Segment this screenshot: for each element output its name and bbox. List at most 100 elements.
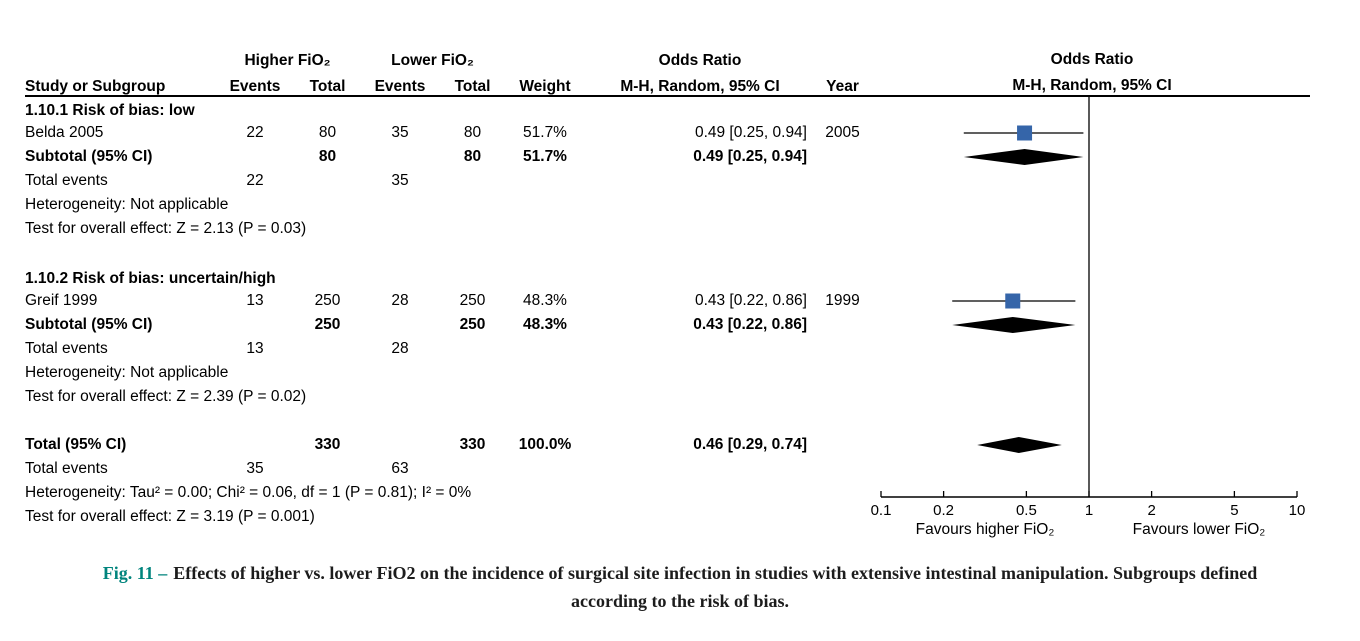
group-header-higher-fio2: Higher FiO₂ [244,51,331,69]
favours-higher-label: Favours higher FiO₂ [915,521,1055,538]
odds-ratio-header-left: Odds Ratio [658,51,742,69]
study-label: Subtotal (95% CI) [25,148,153,166]
note-row: Heterogeneity: Not applicable [25,361,870,385]
study-label: 1.10.2 Risk of bias: uncertain/high [25,270,276,288]
note-row: Heterogeneity: Tau² = 0.00; Chi² = 0.06,… [25,481,870,505]
axis-tick-label: 5 [1230,502,1239,519]
table-header: Higher FiO₂ Lower FiO₂ Odds Ratio Study … [25,45,870,97]
weight: 51.7% [523,124,567,142]
col-header-method: M-H, Random, 95% CI [620,77,780,95]
pooled-diamond [952,317,1076,333]
note-text: Test for overall effect: Z = 3.19 (P = 0… [25,508,315,526]
study-label: 1.10.1 Risk of bias: low [25,102,195,120]
col-header-weight: Weight [519,77,571,95]
weight: 48.3% [523,292,567,310]
note-text: Test for overall effect: Z = 2.39 (P = 0… [25,388,307,406]
total-lower: 330 [459,436,486,454]
study-row: Belda 2005 22 80 35 80 51.7% 0.49 [0.25, 0.94]… [25,121,870,145]
section-row: 1.10.2 Risk of bias: uncertain/high [25,265,870,289]
study-label: Total events [25,172,108,190]
events-lower: 35 [391,172,409,190]
or-ci-text: 0.46 [0.29, 0.74] [693,436,807,454]
events-higher: 13 [246,292,264,310]
group-header-lower-fio2: Lower FiO₂ [391,51,474,69]
axis-tick-label: 0.1 [870,502,892,519]
or-ci-text: 0.43 [0.22, 0.86] [693,316,807,334]
col-header-year: Year [826,77,859,95]
study-label: Total (95% CI) [25,436,127,454]
favours-lower-label: Favours lower FiO₂ [1132,521,1266,538]
events-lower: 63 [391,460,409,478]
study-label: Greif 1999 [25,292,98,310]
note-row: Test for overall effect: Z = 2.39 (P = 0… [25,385,870,409]
total-higher: 250 [314,316,341,334]
forest-table-rows: 1.10.1 Risk of bias: low Belda 2005 22 80 35… [25,97,870,529]
figure-caption-text: Effects of higher vs. lower FiO2 on the … [173,563,1258,611]
events-higher: 22 [246,124,264,142]
spacer-row [25,409,870,433]
events-lower: 28 [391,340,409,358]
study-label: Total events [25,460,108,478]
spacer [815,68,870,71]
note-text: Heterogeneity: Not applicable [25,364,229,382]
spacer [25,68,215,71]
plot-method-header: M-H, Random, 95% CI [1012,77,1172,94]
study-row: Greif 1999 13 250 28 250 48.3% 0.43 [0.22, 0.8… [25,289,870,313]
note-row: Heterogeneity: Not applicable [25,193,870,217]
total-higher: 330 [314,436,341,454]
total-row: Total (95% CI) 330 330 100.0% 0.46 [0.29, 0.… [25,433,870,457]
total-higher: 250 [314,292,341,310]
weight: 48.3% [523,316,567,334]
column-header-row: Study or Subgroup Events Total Events To… [25,71,870,97]
study-label: Total events [25,340,108,358]
total-lower: 250 [459,292,486,310]
pooled-diamond [963,149,1084,165]
year: 1999 [825,292,860,310]
events-lower: 28 [391,292,409,310]
axis-tick-label: 1 [1084,502,1094,519]
or-ci-text: 0.43 [0.22, 0.86] [694,292,807,310]
total-higher: 80 [318,124,337,142]
weight: 51.7% [523,148,567,166]
events-row: Total events 13 28 [25,337,870,361]
section-row: 1.10.1 Risk of bias: low [25,97,870,121]
spacer-row [25,241,870,265]
spacer [505,68,585,71]
col-header-total-higher: Total [309,77,346,95]
total-higher: 80 [318,148,337,166]
events-higher: 35 [246,460,264,478]
subtotal-row: Subtotal (95% CI) 250 250 48.3% 0.43 [0.22, … [25,313,870,337]
effect-square [1005,293,1021,309]
header-rule [25,95,1310,97]
axis-tick-label: 0.2 [933,502,955,519]
weight: 100.0% [518,436,572,454]
events-higher: 22 [246,172,264,190]
pooled-diamond [977,437,1062,453]
axis-tick-label: 0.5 [1015,502,1037,519]
events-row: Total events 35 63 [25,457,870,481]
events-lower: 35 [391,124,409,142]
col-header-total-lower: Total [454,77,491,95]
axis-tick-label: 10 [1288,502,1306,519]
note-row: Test for overall effect: Z = 3.19 (P = 0… [25,505,870,529]
note-text: Test for overall effect: Z = 2.13 (P = 0… [25,220,307,238]
col-header-events-higher: Events [229,77,281,95]
total-lower: 250 [459,316,486,334]
or-ci-text: 0.49 [0.25, 0.94] [694,124,807,142]
or-ci-text: 0.49 [0.25, 0.94] [693,148,807,166]
note-row: Test for overall effect: Z = 2.13 (P = 0… [25,217,870,241]
odds-ratio-header-right: Odds Ratio [1050,51,1134,68]
figure-number-label: Fig. 11 – [102,563,168,583]
figure-caption: Fig. 11 – Effects of higher vs. lower FiO… [70,560,1290,616]
note-text: Heterogeneity: Not applicable [25,196,229,214]
events-row: Total events 22 35 [25,169,870,193]
axis-tick-label: 2 [1147,502,1156,519]
year: 2005 [825,124,860,142]
total-lower: 80 [463,148,482,166]
note-text: Heterogeneity: Tau² = 0.00; Chi² = 0.06,… [25,484,472,502]
subtotal-row: Subtotal (95% CI) 80 80 51.7% 0.49 [0.25, 0.… [25,145,870,169]
col-header-study: Study or Subgroup [25,77,166,95]
total-lower: 80 [463,124,482,142]
group-header-row: Higher FiO₂ Lower FiO₂ Odds Ratio [25,45,870,71]
